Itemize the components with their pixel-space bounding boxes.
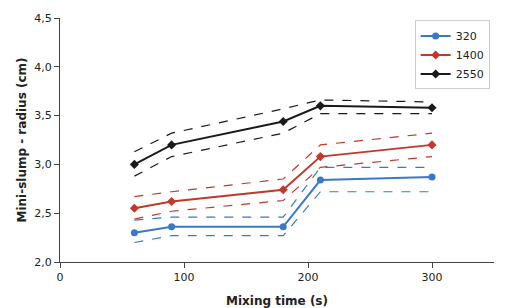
svg-text:4,5: 4,5	[34, 12, 52, 25]
svg-text:0: 0	[57, 271, 64, 284]
svg-text:Mixing time (s): Mixing time (s)	[226, 294, 328, 308]
svg-text:2,0: 2,0	[34, 256, 52, 269]
svg-text:3,5: 3,5	[34, 109, 52, 122]
svg-text:300: 300	[422, 271, 443, 284]
svg-text:4,0: 4,0	[34, 61, 52, 74]
svg-text:2,5: 2,5	[34, 207, 52, 220]
svg-text:3,0: 3,0	[34, 158, 52, 171]
svg-text:2550: 2550	[456, 68, 484, 81]
svg-text:1400: 1400	[456, 49, 484, 62]
svg-text:200: 200	[298, 271, 319, 284]
svg-text:100: 100	[174, 271, 195, 284]
svg-text:Mini-slump - radius (cm): Mini-slump - radius (cm)	[15, 57, 29, 222]
svg-text:320: 320	[456, 30, 477, 43]
